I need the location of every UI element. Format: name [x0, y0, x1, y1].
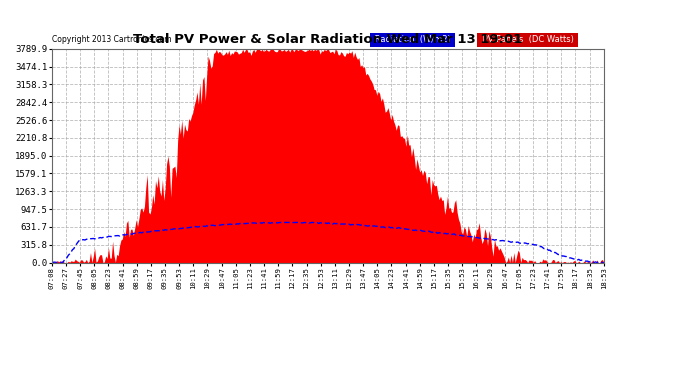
Text: Radiation  (W/m2): Radiation (W/m2): [372, 36, 453, 45]
Text: PV Panels  (DC Watts): PV Panels (DC Watts): [480, 36, 576, 45]
Text: Copyright 2013 Cartronics.com: Copyright 2013 Cartronics.com: [52, 36, 171, 45]
Title: Total PV Power & Solar Radiation Wed Mar 13 19:01: Total PV Power & Solar Radiation Wed Mar…: [133, 33, 522, 46]
